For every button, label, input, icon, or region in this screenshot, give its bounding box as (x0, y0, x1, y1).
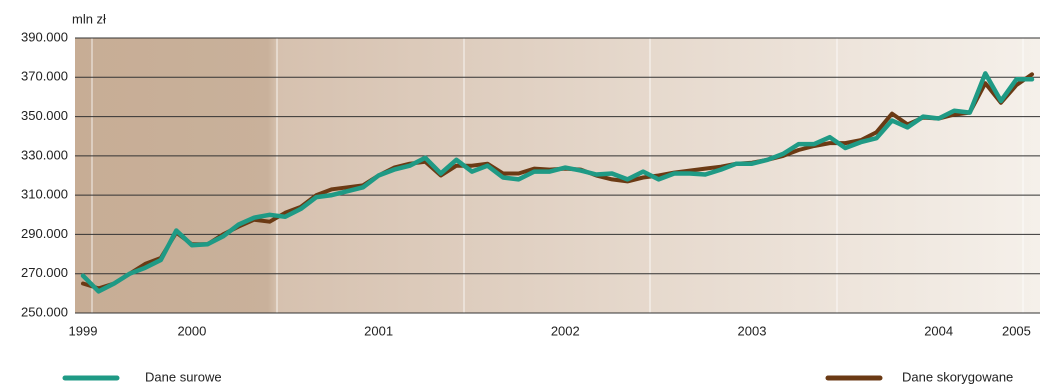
x-tick-label: 2002 (551, 323, 580, 338)
data-line (80, 71, 1035, 294)
x-tick-label: 2004 (924, 323, 953, 338)
y-tick-label: 250.000 (21, 304, 68, 319)
y-tick-label: 330.000 (21, 147, 68, 162)
legend-label: Dane skorygowane (902, 369, 1013, 384)
year-separators (91, 38, 1024, 313)
x-tick-label: 2003 (738, 323, 767, 338)
y-tick-label: 370.000 (21, 69, 68, 84)
y-tick-label: 390.000 (21, 29, 68, 44)
y-tick-label: 290.000 (21, 226, 68, 241)
x-tick-label: 2001 (364, 323, 393, 338)
plot-background (75, 38, 1040, 313)
x-tick-label: 2000 (177, 323, 206, 338)
y-tick-label: 350.000 (21, 108, 68, 123)
legend-label: Dane surowe (145, 369, 222, 384)
y-tick-label: 310.000 (21, 187, 68, 202)
y-axis-label: mln zł (72, 11, 106, 26)
x-tick-label: 2005 (1002, 323, 1031, 338)
x-tick-label: 1999 (69, 323, 98, 338)
y-tick-label: 270.000 (21, 265, 68, 280)
